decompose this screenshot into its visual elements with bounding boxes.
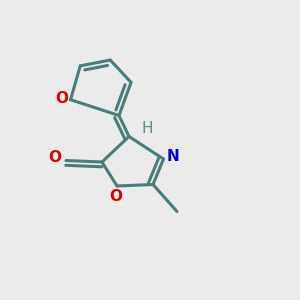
Text: O: O	[55, 91, 68, 106]
Text: O: O	[109, 189, 122, 204]
Text: H: H	[142, 122, 153, 136]
Text: O: O	[48, 150, 61, 165]
Text: N: N	[167, 149, 179, 164]
